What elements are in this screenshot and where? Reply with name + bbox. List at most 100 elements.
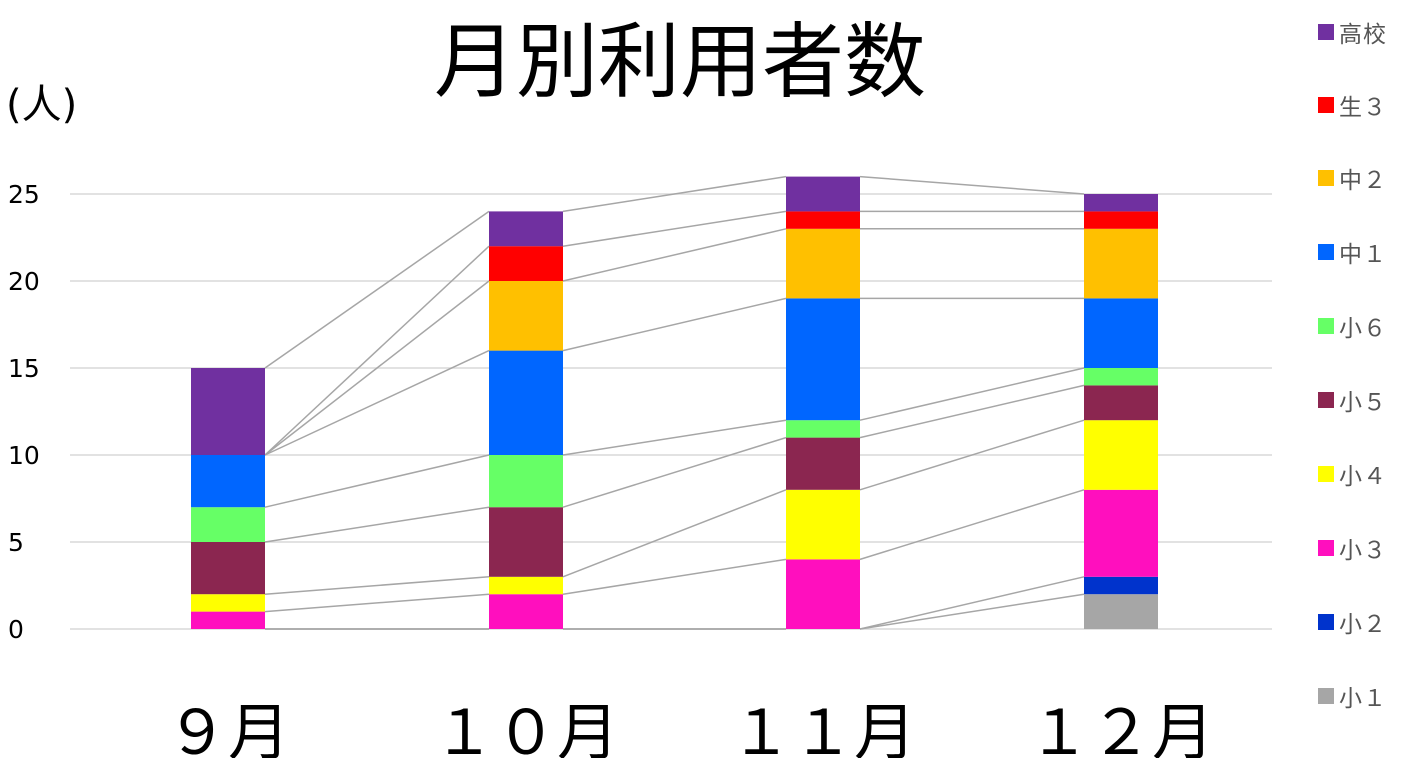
series-line [859,419,1085,491]
legend-item: 高校 [1318,14,1387,50]
legend-item: 小１ [1318,678,1387,714]
legend-swatch [1318,466,1334,482]
y-tick-label: 10 [8,441,40,470]
bar-segment [489,350,563,455]
bar-segment [1084,385,1158,421]
series-line [264,506,490,543]
bar-segment [1084,228,1158,299]
legend-item: 生３ [1318,87,1387,123]
legend-swatch [1318,244,1334,260]
bar-segment [191,455,265,508]
bar-segment [786,298,860,421]
chart-title: 月別利用者数 [433,15,926,110]
y-tick-label: 0 [8,615,24,644]
y-tick-label: 20 [8,267,40,296]
legend-label: 中２ [1339,168,1387,194]
bar-segment [191,507,265,542]
bar-segment [191,611,265,629]
bar-segment [489,455,563,508]
bar-segment [786,176,860,212]
legend-item: 小２ [1318,604,1387,640]
x-category-label: １２月 [1028,696,1214,758]
bar-segment [489,507,563,577]
legend-swatch [1318,170,1334,186]
series-line [562,558,787,595]
series-line [264,454,490,508]
bar-segment [1084,420,1158,490]
series-lines [264,175,1085,630]
series-line [562,489,787,578]
legend-label: 生３ [1339,95,1387,121]
x-category-label: １１月 [730,696,916,758]
series-line [859,175,1085,195]
bar-segment [489,246,563,281]
y-tick-label: 25 [8,180,40,209]
legend-swatch [1318,614,1334,630]
legend-label: 小６ [1339,316,1387,342]
y-axis-unit-label: (人) [6,82,78,128]
series-line [264,280,490,456]
legend-swatch [1318,24,1334,40]
bar-segment [489,211,563,247]
bar-segment [786,211,860,229]
bar-segment [786,559,860,629]
series-line [859,576,1085,630]
x-category-label: １０月 [433,696,619,758]
bar-segment [786,228,860,299]
legend-label: 小５ [1339,390,1387,416]
legend-item: 小６ [1318,308,1387,344]
y-tick-label: 5 [8,528,24,557]
bar-segment [489,281,563,351]
series-line [562,210,787,247]
legend-item: 中１ [1318,234,1387,270]
legend-label: 高校 [1339,22,1387,48]
legend-label: 中１ [1339,242,1387,268]
series-line [562,228,787,282]
legend-label: 小２ [1339,612,1387,638]
series-line [562,436,787,508]
legend-label: 小１ [1339,686,1387,712]
bar-segment [786,437,860,490]
bar-segment [489,594,563,629]
legend-swatch [1318,318,1334,334]
legend-swatch [1318,688,1334,704]
bar-segment [1084,489,1158,577]
bar-segment [191,542,265,595]
legend-swatch [1318,392,1334,408]
series-line [264,245,490,456]
series-line [859,384,1085,439]
bar-segment [191,368,265,455]
series-line [859,367,1085,421]
series-line [562,297,787,352]
bar-segment [1084,368,1158,386]
y-tick-label: 15 [8,354,40,383]
series-line [264,210,490,369]
series-line [264,349,490,456]
bar-segment [1084,576,1158,595]
series-line [264,593,490,613]
legend-item: 中２ [1318,160,1387,196]
stacked-bar-chart: 0 5 10 15 20 25 ９月 １０月 １１月 １２月 [8,175,1272,758]
bar-segment [1084,194,1158,212]
legend-item: 小４ [1318,456,1387,492]
series-line [562,419,787,456]
legend-swatch [1318,97,1334,113]
series-line [562,175,787,213]
legend-swatch [1318,540,1334,556]
legend-label: 小４ [1339,464,1387,490]
series-line [264,576,490,595]
bar-segment [786,489,860,560]
legend-label: 小３ [1339,538,1387,564]
series-line [859,593,1085,630]
bar-segment [1084,211,1158,229]
bar-segment [191,594,265,612]
series-line [859,489,1085,561]
x-axis-categories: ９月 １０月 １１月 １２月 [166,696,1214,758]
bar-segment [786,420,860,438]
legend-item: 小５ [1318,382,1387,418]
bar-segment [1084,594,1158,629]
x-category-label: ９月 [166,696,290,758]
bar-segment [1084,298,1158,368]
legend-item: 小３ [1318,530,1387,566]
bars [191,176,1158,629]
